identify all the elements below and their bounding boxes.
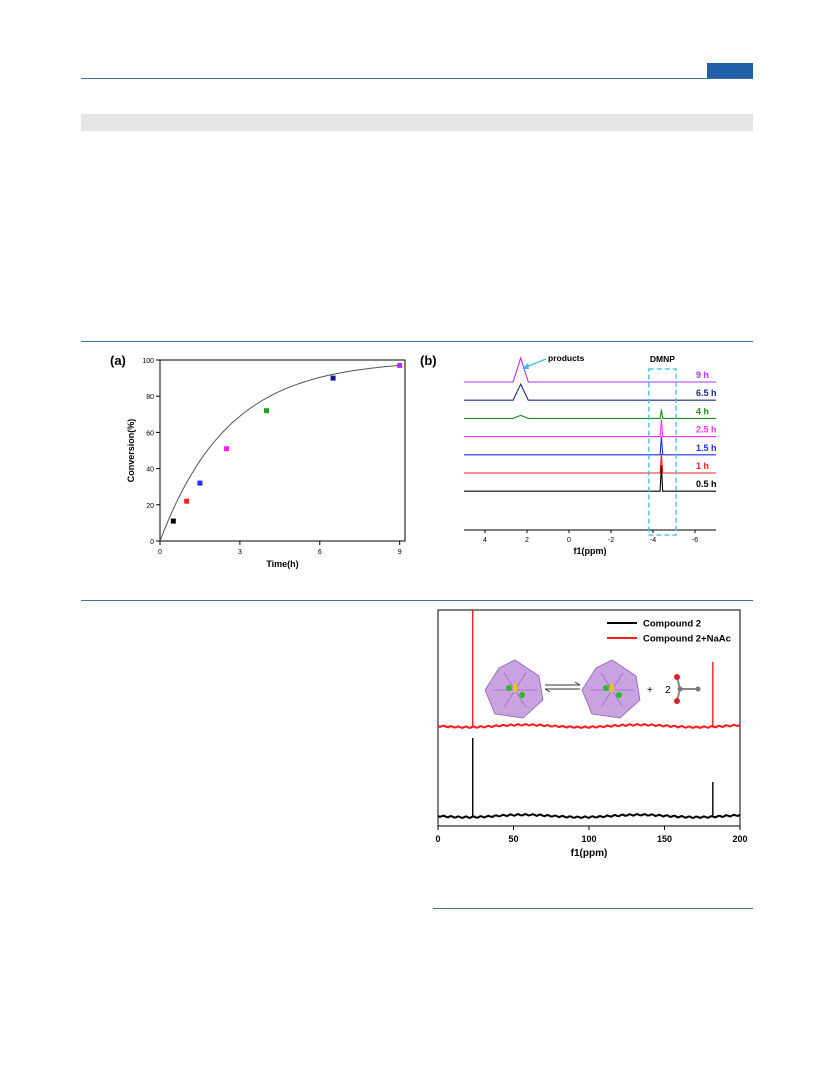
x-tick-label: 0 <box>435 834 440 844</box>
baseline-trace <box>437 812 741 820</box>
y-tick-label: 100 <box>142 358 154 365</box>
x-axis-label: Time(h) <box>266 559 298 569</box>
equilibrium-head-left <box>544 688 551 693</box>
nmr-stack-chart: (b) 4 2 0 -2 -4 -6 f1(ppm) 9 h 6.5 h 4 h 2.5 h 1.5 … <box>420 353 717 556</box>
series-label: 0.5 h <box>696 479 717 489</box>
header-rule <box>81 78 753 79</box>
section-band <box>81 114 753 131</box>
products-label: products <box>548 353 585 363</box>
data-point <box>224 446 230 452</box>
series-label: 1 h <box>696 461 709 471</box>
legend-label: Compound 2 <box>643 619 701 630</box>
cluster-edge <box>600 689 613 708</box>
x-tick-label: -6 <box>692 537 698 544</box>
series-label: 9 h <box>696 370 709 380</box>
data-point <box>330 375 336 381</box>
carbon-atom <box>695 686 701 692</box>
x-tick-label: 3 <box>238 549 242 556</box>
polyoxometalate-left <box>484 659 544 719</box>
metal-atom <box>506 685 512 691</box>
reaction-coefficient: 2 <box>665 685 671 696</box>
cluster-edge <box>514 689 527 708</box>
spectrum-line <box>464 409 716 419</box>
x-tick-label: 9 <box>398 549 402 556</box>
products-arrow-head <box>522 363 529 369</box>
x-tick-label: 200 <box>732 834 747 844</box>
data-point <box>170 518 176 524</box>
x-tick-label: 150 <box>657 834 672 844</box>
series-label: 1.5 h <box>696 443 717 453</box>
cluster-edge <box>611 689 624 708</box>
x-tick-label: 6 <box>318 549 322 556</box>
plot-frame <box>159 359 406 542</box>
panel-b-label: (b) <box>420 353 437 368</box>
x-tick-label: 100 <box>581 834 596 844</box>
oxygen-atom <box>674 698 680 704</box>
figure-top-rule <box>81 341 753 342</box>
series-label: 2.5 h <box>696 425 717 435</box>
acetate-molecule <box>674 674 701 704</box>
data-point <box>264 408 270 414</box>
conversion-chart: (a) 0 20 40 60 80 100 0 3 6 9 Time(h) Conversion(%) <box>110 353 406 569</box>
data-point <box>397 362 403 368</box>
y-tick-label: 60 <box>146 430 154 437</box>
panel-a-label: (a) <box>110 353 126 368</box>
y-tick-label: 0 <box>150 539 154 546</box>
nmr-comparison-chart: 0 50 100 150 200 f1(ppm) Compound 2 Compound 2+… <box>435 609 748 859</box>
spectrum-line <box>464 436 716 456</box>
metal-atom <box>616 692 622 698</box>
metal-atom <box>603 685 609 691</box>
metal-atom <box>519 692 525 698</box>
spectrum-line <box>464 453 716 474</box>
series-label: 6.5 h <box>696 388 717 398</box>
products-arrow-line <box>525 358 547 368</box>
x-tick-label: 0 <box>567 537 571 544</box>
dmnp-label: DMNP <box>650 354 675 364</box>
y-axis-label: Conversion(%) <box>126 419 136 483</box>
reaction-plus: + <box>647 685 653 696</box>
x-tick-label: -4 <box>650 537 656 544</box>
x-tick-label: 50 <box>508 834 518 844</box>
spectrum-line <box>464 465 716 492</box>
series-label: 4 h <box>696 406 709 416</box>
figure2-bottom-rule <box>433 908 753 909</box>
figure-bottom-rule <box>81 600 753 601</box>
y-tick-label: 80 <box>146 394 154 401</box>
equilibrium-head-right <box>574 681 581 686</box>
cluster-edge <box>503 689 516 708</box>
carbon-atom <box>677 686 683 692</box>
spectrum-line <box>464 419 716 438</box>
x-tick-label: 2 <box>525 537 529 544</box>
polyoxometalate-right <box>581 659 641 719</box>
spectrum-line <box>464 356 716 383</box>
header-block <box>707 63 753 78</box>
x-tick-label: -2 <box>608 537 614 544</box>
x-axis-label: f1(ppm) <box>574 546 607 556</box>
spectrum-line <box>464 382 716 401</box>
x-axis-label: f1(ppm) <box>571 848 608 859</box>
legend-label: Compound 2+NaAc <box>643 634 731 645</box>
baseline-trace <box>437 722 741 730</box>
fit-curve <box>159 364 400 542</box>
data-point <box>184 498 190 504</box>
data-point <box>197 480 203 486</box>
core-atom <box>610 684 614 692</box>
oxygen-atom <box>674 674 680 680</box>
y-tick-label: 20 <box>146 503 154 510</box>
core-atom <box>513 684 517 692</box>
x-tick-label: 0 <box>158 549 162 556</box>
y-tick-label: 40 <box>146 467 154 474</box>
x-tick-label: 4 <box>483 537 487 544</box>
